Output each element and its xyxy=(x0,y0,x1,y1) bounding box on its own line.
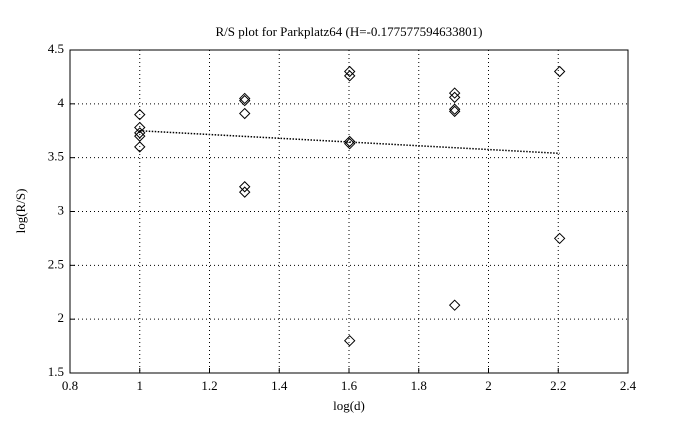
y-tick-label: 3 xyxy=(58,202,65,217)
y-tick-label: 3.5 xyxy=(48,149,64,164)
plot-frame xyxy=(69,49,629,374)
y-tick-label: 1.5 xyxy=(48,364,64,379)
fit-line xyxy=(139,130,560,155)
x-tick-label: 2.4 xyxy=(620,378,637,393)
data-point xyxy=(553,232,566,245)
data-point xyxy=(553,65,566,78)
data-point xyxy=(239,92,251,105)
x-axis-label: log(d) xyxy=(333,398,365,413)
data-point xyxy=(343,334,356,347)
y-axis-label: log(R/S) xyxy=(13,189,28,234)
data-point xyxy=(134,141,146,153)
x-tick-label: 1.8 xyxy=(411,378,427,393)
x-tick-label: 2 xyxy=(485,378,492,393)
data-point xyxy=(134,130,146,142)
x-tick-label: 1.4 xyxy=(271,378,288,393)
data-point xyxy=(239,94,251,107)
data-point xyxy=(343,135,356,148)
y-tick-label: 4.5 xyxy=(48,41,64,56)
y-tick-label: 2.5 xyxy=(48,256,64,271)
x-tick-label: 1 xyxy=(137,378,144,393)
x-tick-label: 2.2 xyxy=(550,378,566,393)
x-tick-label: 0.8 xyxy=(62,378,78,393)
data-point xyxy=(448,299,461,311)
data-point xyxy=(343,65,356,78)
data-point xyxy=(448,91,461,104)
data-point xyxy=(448,105,461,118)
chart-title: R/S plot for Parkplatz64 (H=-0.177577594… xyxy=(216,24,483,39)
data-point xyxy=(448,87,461,99)
data-point xyxy=(343,70,356,82)
data-point xyxy=(448,103,461,115)
data-point xyxy=(134,108,146,121)
y-tick-label: 2 xyxy=(58,310,65,325)
data-point xyxy=(134,121,146,134)
y-tick-label: 4 xyxy=(58,95,65,110)
data-point xyxy=(239,181,251,193)
data-point xyxy=(239,107,251,120)
x-tick-label: 1.6 xyxy=(341,378,358,393)
data-point xyxy=(239,186,251,198)
x-tick-label: 1.2 xyxy=(201,378,217,393)
